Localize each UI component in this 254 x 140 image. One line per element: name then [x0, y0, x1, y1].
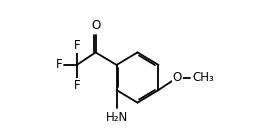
Text: F: F	[73, 79, 80, 92]
Text: CH₃: CH₃	[193, 71, 214, 84]
Text: H₂N: H₂N	[105, 111, 128, 124]
Text: F: F	[73, 38, 80, 52]
Text: F: F	[56, 58, 62, 71]
Text: O: O	[91, 19, 100, 32]
Text: O: O	[173, 71, 182, 84]
